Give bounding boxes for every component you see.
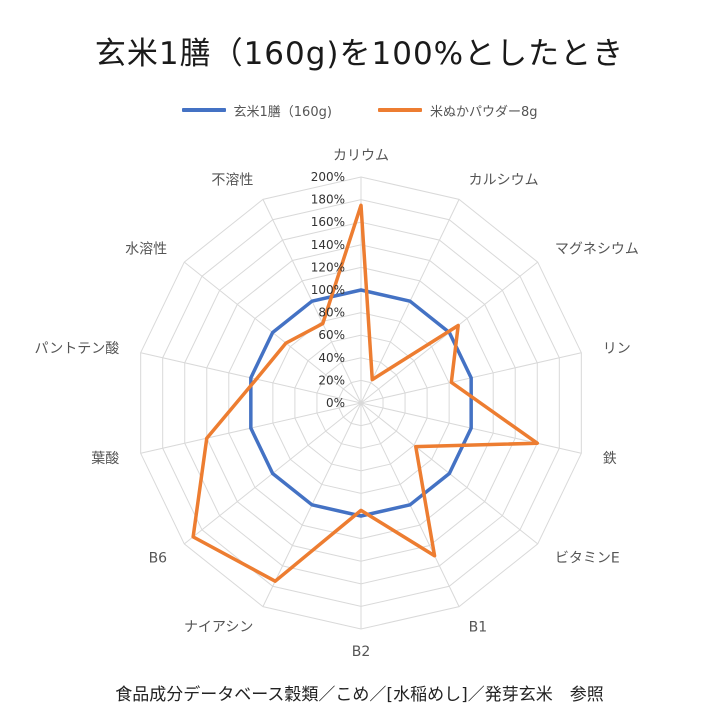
tick-label: 100%	[311, 283, 345, 297]
tick-label: 60%	[318, 328, 345, 342]
legend-label-series-2: 米ぬかパウダー8g	[429, 104, 538, 120]
axis-label: B2	[352, 644, 371, 660]
legend-swatch-series-1	[181, 108, 226, 112]
axis-label: ナイアシン	[184, 619, 253, 635]
legend-item-series-1: 玄米1膳（160g)	[181, 101, 332, 120]
tick-label: 160%	[311, 215, 345, 229]
legend-item-series-2: 米ぬかパウダー8g	[377, 101, 538, 120]
axis-label: カリウム	[333, 148, 389, 164]
series-layer	[191, 203, 540, 583]
axis-label: マグネシウム	[555, 241, 639, 257]
legend-label-series-1: 玄米1膳（160g)	[233, 104, 332, 120]
tick-labels: 0% 20% 40% 60% 80% 100% 120% 140% 160% 180% 200%	[311, 170, 345, 410]
axis-label: ビタミンE	[555, 551, 620, 567]
axis-label: カルシウム	[469, 173, 539, 189]
axis-label: B1	[469, 619, 488, 635]
legend-swatch-series-2	[377, 108, 422, 112]
tick-label: 140%	[311, 238, 345, 252]
tick-label: 0%	[326, 396, 345, 410]
axis-label: 水溶性	[125, 241, 167, 257]
axis-label: B6	[149, 551, 168, 567]
chart-title: 玄米1膳（160g)を100%としたとき	[94, 36, 625, 72]
tick-label: 180%	[311, 193, 345, 207]
tick-label: 120%	[311, 260, 345, 274]
tick-label: 40%	[318, 351, 345, 365]
axis-label: 不溶性	[211, 173, 253, 189]
grid	[140, 176, 582, 630]
axis-label: 鉄	[603, 451, 617, 467]
source-note: 食品成分データベース穀類／こめ／[水稲めし]／発芽玄米 参照	[115, 685, 604, 705]
axis-label: リン	[603, 341, 631, 357]
tick-label: 80%	[318, 306, 345, 320]
legend: 玄米1膳（160g) 米ぬかパウダー8g	[0, 100, 719, 120]
series-line-2	[191, 203, 540, 583]
tick-label: 20%	[318, 373, 345, 387]
axis-label: 葉酸	[91, 451, 119, 467]
tick-label: 200%	[311, 170, 345, 184]
axis-label: パントテン酸	[35, 341, 120, 357]
